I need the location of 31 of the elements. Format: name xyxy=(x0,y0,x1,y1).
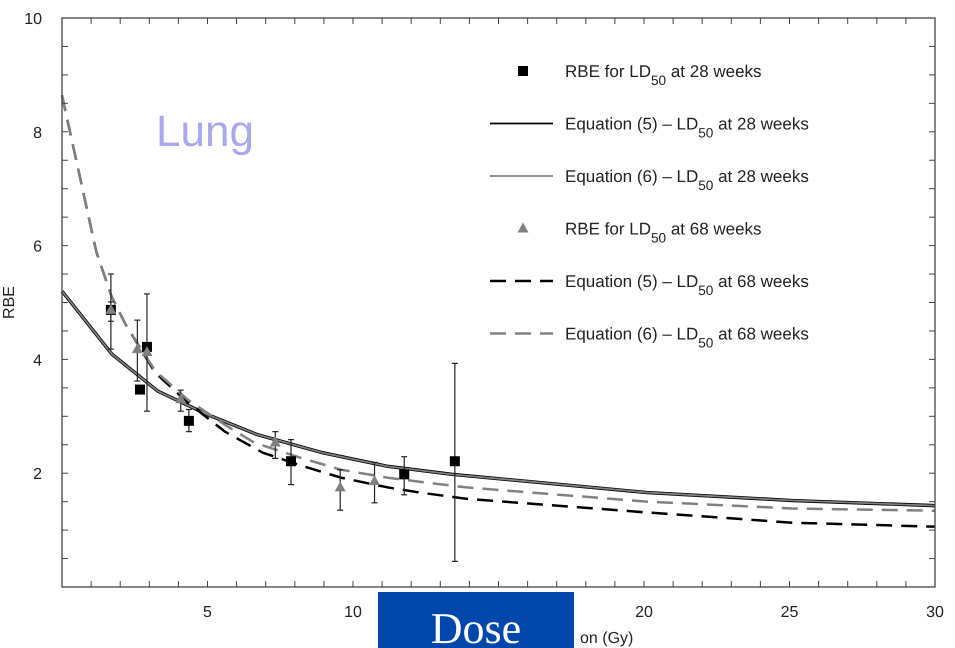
y-tick-label: 6 xyxy=(33,238,42,256)
y-tick-label: 2 xyxy=(33,466,42,484)
point xyxy=(399,469,410,480)
x-tick-label: 25 xyxy=(780,604,798,621)
point xyxy=(134,384,145,395)
point xyxy=(270,436,281,446)
point xyxy=(132,343,143,354)
y-axis-title: RBE xyxy=(1,286,18,319)
text: Dose xyxy=(430,604,522,648)
y-tick-label: 4 xyxy=(33,352,42,370)
point xyxy=(369,475,380,486)
legend-label: Equation (6) – LD$_{50}$ at 28 weeks xyxy=(565,167,809,192)
point xyxy=(184,416,194,426)
legend-label: RBE for LD$_{50}$ at 68 weeks xyxy=(565,220,762,245)
y-tick-label: 8 xyxy=(33,124,42,142)
point xyxy=(334,481,346,492)
x-tick-label: 5 xyxy=(203,604,212,621)
point xyxy=(450,456,460,466)
legend-label: Equation (5) – LD$_{50}$ at 28 weeks xyxy=(565,114,809,140)
y-tick-label: 10 xyxy=(24,11,42,28)
x-tick-label: 20 xyxy=(635,604,653,621)
point xyxy=(286,456,296,466)
legend-label: Equation (5) – LD$_{50}$ at 68 weeks xyxy=(565,272,809,298)
legend-label: RBE for LD$_{50}$ at 28 weeks xyxy=(565,62,762,88)
point xyxy=(175,393,186,404)
legend-label: Equation (6) – LD$_{50}$ at 68 weeks xyxy=(565,324,809,350)
point xyxy=(141,346,152,356)
annotation: Lung xyxy=(156,107,254,156)
x-tick-label: 30 xyxy=(926,604,944,621)
x-tick-label: 10 xyxy=(344,604,362,621)
x-axis-title: on (Gy) xyxy=(580,630,634,647)
